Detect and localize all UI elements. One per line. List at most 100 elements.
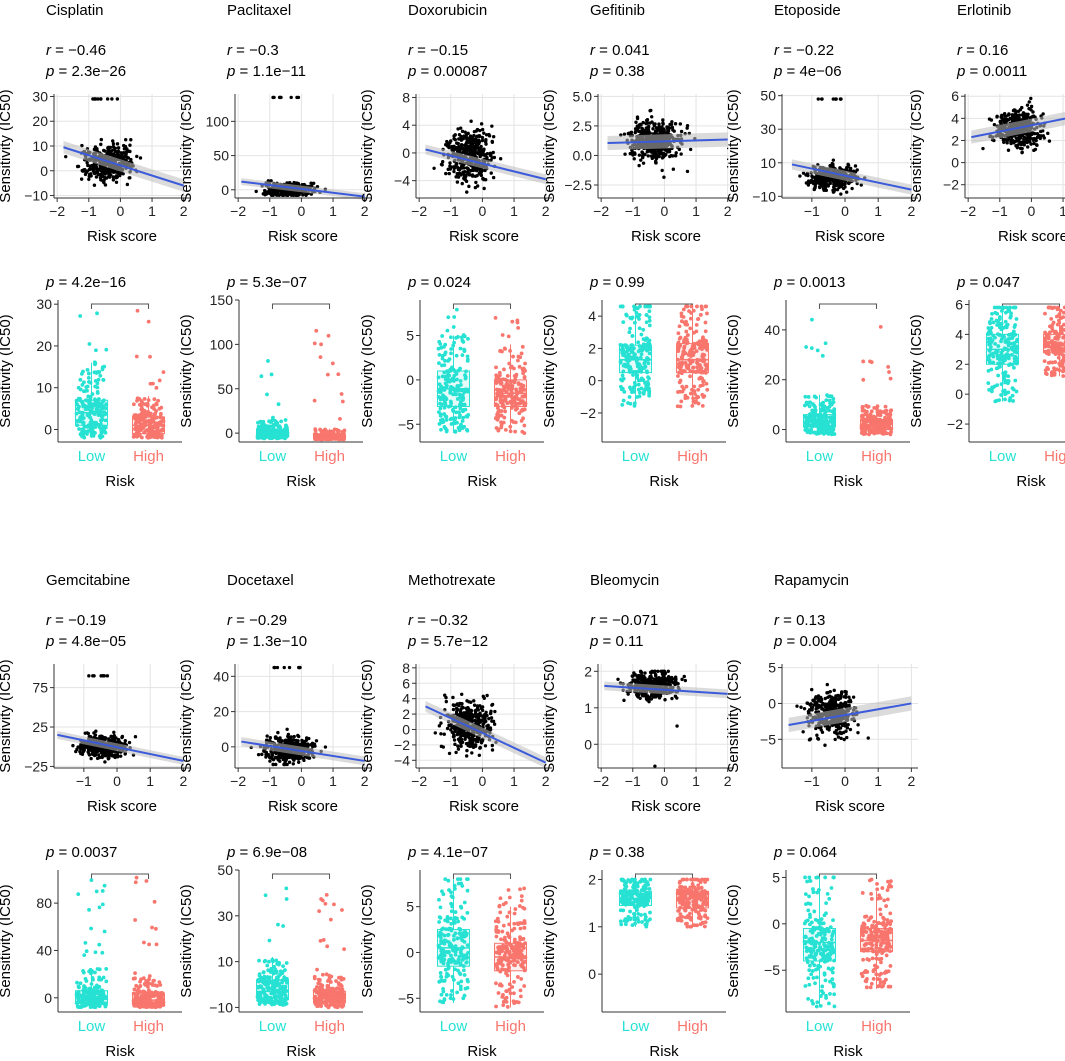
jitter-point [996, 373, 1001, 378]
jitter-point [502, 367, 506, 372]
p-stat: p = 2.3e−26 [45, 63, 126, 80]
scatter-point [126, 156, 131, 160]
scatter-point [103, 175, 107, 180]
jitter-point [454, 410, 458, 415]
jitter-point [261, 422, 266, 427]
y-axis-label: Sensitivity (IC50) [908, 89, 925, 202]
jitter-point [1014, 317, 1019, 321]
jitter-point [688, 316, 693, 321]
jitter-point [88, 395, 93, 399]
scatter-point [995, 114, 999, 119]
jitter-point [444, 418, 449, 422]
jitter-point [157, 406, 162, 411]
jitter-point [688, 391, 693, 396]
jitter-point [100, 365, 105, 370]
scatter-point [103, 172, 107, 176]
jitter-point [620, 304, 625, 309]
jitter-point [312, 398, 317, 403]
y-tick-label: 0 [772, 422, 780, 438]
jitter-point [860, 413, 865, 418]
scatter-point [489, 171, 493, 175]
jitter-point [131, 402, 136, 407]
jitter-point [810, 408, 815, 413]
scatter-point [1010, 138, 1014, 142]
jitter-point [687, 309, 691, 314]
scatter-point [844, 190, 849, 194]
jitter-point [644, 320, 649, 325]
boxplot-p-stat: p = 4.2e−16 [45, 274, 126, 291]
jitter-point [624, 313, 629, 318]
jitter-point [330, 361, 335, 366]
jitter-point [1001, 389, 1006, 394]
jitter-point [699, 304, 704, 309]
scatter-point [75, 164, 80, 169]
scatter-point [64, 154, 68, 159]
jitter-point [887, 370, 891, 374]
jitter-point [268, 420, 273, 424]
scatter-point [488, 153, 493, 158]
jitter-point [77, 427, 82, 431]
jitter-point [85, 388, 89, 393]
scatter-point [309, 181, 313, 185]
jitter-point [81, 369, 85, 374]
plot-area [416, 94, 552, 198]
jitter-point [505, 373, 510, 378]
jitter-point [679, 311, 684, 316]
jitter-point [630, 315, 635, 320]
y-axis-label: Sensitivity (IC50) [0, 89, 14, 202]
jitter-point [675, 404, 680, 409]
jitter-point [506, 334, 511, 339]
scatter-point [444, 171, 448, 176]
scatter-point [622, 132, 627, 136]
x-axis-label: Risk score [268, 228, 338, 245]
jitter-point [86, 371, 91, 376]
scatter-point [839, 192, 843, 196]
scatter-point [490, 140, 495, 144]
y-tick-label: 4 [588, 308, 596, 324]
scatter-point [122, 143, 126, 148]
y-tick-label: 2.5 [573, 118, 593, 134]
box-group-low [802, 317, 837, 437]
jitter-point [677, 324, 682, 329]
scatter-point [850, 186, 854, 191]
scatter-point [1000, 116, 1004, 120]
scatter-point [641, 161, 646, 165]
iqr-box [802, 414, 836, 428]
jitter-point [460, 419, 465, 423]
x-tick-label-high: High [314, 448, 345, 465]
p-stat: p = 1.1e−11 [226, 63, 306, 80]
scatter-point [458, 126, 463, 130]
y-tick-label: 20 [764, 372, 780, 388]
jitter-point [1003, 373, 1008, 378]
scatter-point [685, 169, 690, 174]
jitter-point [443, 414, 448, 419]
jitter-point [146, 319, 151, 324]
scatter-point [105, 97, 110, 101]
scatter-point [477, 134, 482, 139]
r-stat: r = −0.3 [227, 42, 279, 59]
scatter-point [1017, 137, 1021, 141]
y-tick-label: 8 [402, 89, 410, 105]
jitter-point [632, 401, 637, 406]
scatter-point [1032, 148, 1036, 153]
x-tick-label: −2 [411, 203, 427, 219]
jitter-point [450, 365, 454, 370]
scatter-point [454, 162, 458, 167]
scatter-point [464, 179, 469, 184]
scatter-point [660, 156, 665, 160]
y-tick-label: 0 [951, 155, 959, 171]
scatter-point [654, 161, 658, 165]
jitter-point [645, 380, 650, 384]
jitter-point [449, 422, 454, 426]
jitter-point [494, 373, 499, 378]
scatter-point [301, 193, 305, 197]
jitter-point [869, 360, 874, 365]
jitter-point [621, 376, 626, 381]
jitter-point [339, 392, 344, 396]
jitter-point [284, 424, 289, 428]
scatter-point [656, 149, 660, 153]
scatter-point [1018, 134, 1023, 138]
scatter-point [808, 180, 813, 185]
x-tick-label: 2 [361, 203, 369, 219]
